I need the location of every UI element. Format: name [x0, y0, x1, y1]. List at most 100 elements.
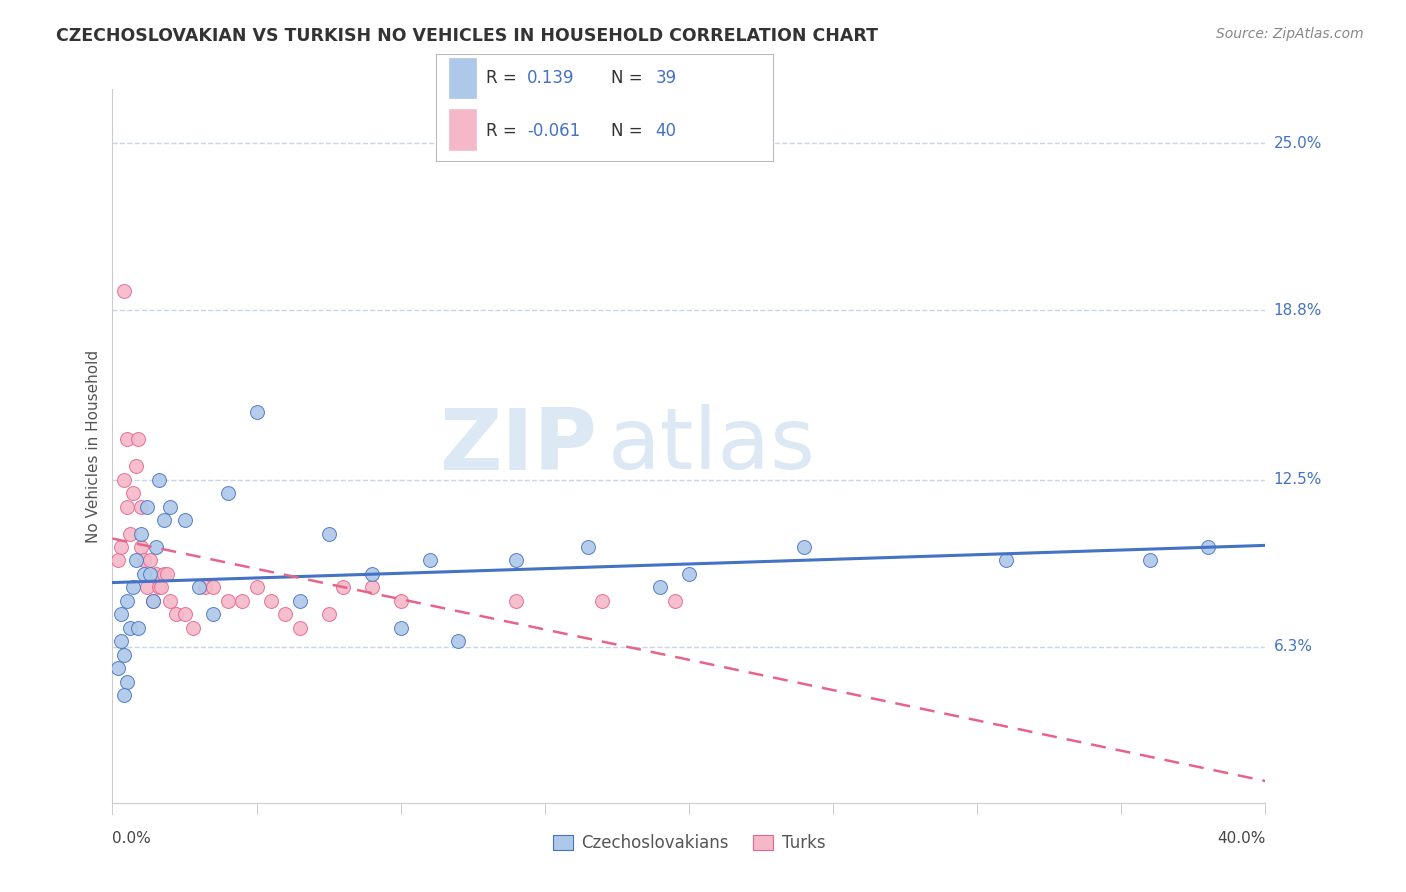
Point — [124, 459, 146, 474]
Text: 0.139: 0.139 — [527, 70, 575, 87]
Point — [318, 607, 340, 622]
Point — [127, 432, 149, 446]
Text: N =: N = — [612, 121, 643, 139]
Point — [332, 580, 354, 594]
Point — [112, 688, 135, 702]
Text: atlas: atlas — [609, 404, 817, 488]
Point — [173, 607, 195, 622]
Point — [288, 594, 311, 608]
Legend: Czechoslovakians, Turks: Czechoslovakians, Turks — [546, 828, 832, 859]
Point — [217, 486, 239, 500]
Text: 40: 40 — [655, 121, 676, 139]
Text: 25.0%: 25.0% — [1274, 136, 1322, 151]
Point — [505, 553, 527, 567]
Point — [115, 500, 138, 514]
Point — [142, 594, 165, 608]
Point — [112, 284, 135, 298]
Text: 0.0%: 0.0% — [112, 831, 152, 847]
Point — [1139, 553, 1161, 567]
Point — [134, 553, 156, 567]
Point — [678, 566, 700, 581]
Point — [245, 405, 267, 419]
Text: 39: 39 — [655, 70, 676, 87]
Point — [202, 580, 225, 594]
Point — [360, 580, 382, 594]
Point — [995, 553, 1018, 567]
Point — [202, 607, 225, 622]
Point — [159, 500, 181, 514]
Text: R =: R = — [486, 121, 517, 139]
Point — [112, 473, 135, 487]
Point — [231, 594, 253, 608]
Point — [134, 566, 156, 581]
Point — [153, 513, 176, 527]
Point — [194, 580, 217, 594]
Point — [150, 580, 173, 594]
Text: Source: ZipAtlas.com: Source: ZipAtlas.com — [1216, 27, 1364, 41]
Text: R =: R = — [486, 70, 517, 87]
Point — [129, 526, 153, 541]
Point — [129, 500, 153, 514]
Point — [124, 553, 146, 567]
Point — [136, 580, 159, 594]
Point — [165, 607, 187, 622]
Point — [389, 621, 412, 635]
Point — [188, 580, 211, 594]
Point — [288, 621, 311, 635]
Point — [159, 594, 181, 608]
Point — [107, 553, 129, 567]
Point — [145, 540, 167, 554]
Point — [148, 580, 170, 594]
Point — [121, 580, 143, 594]
Point — [505, 594, 527, 608]
Point — [118, 621, 141, 635]
Y-axis label: No Vehicles in Household: No Vehicles in Household — [86, 350, 101, 542]
Point — [591, 594, 613, 608]
Point — [664, 594, 686, 608]
Text: 12.5%: 12.5% — [1274, 472, 1322, 487]
Point — [112, 648, 135, 662]
Point — [274, 607, 297, 622]
Point — [793, 540, 815, 554]
Point — [419, 553, 441, 567]
Point — [447, 634, 470, 648]
Point — [648, 580, 672, 594]
Bar — [450, 109, 477, 150]
Point — [115, 594, 138, 608]
Point — [576, 540, 599, 554]
Point — [1197, 540, 1219, 554]
Text: ZIP: ZIP — [439, 404, 596, 488]
Point — [260, 594, 283, 608]
Point — [245, 580, 267, 594]
Point — [110, 634, 132, 648]
Point — [173, 513, 195, 527]
Point — [127, 621, 149, 635]
Point — [145, 566, 167, 581]
Text: CZECHOSLOVAKIAN VS TURKISH NO VEHICLES IN HOUSEHOLD CORRELATION CHART: CZECHOSLOVAKIAN VS TURKISH NO VEHICLES I… — [56, 27, 879, 45]
Bar — [450, 58, 477, 98]
Point — [360, 566, 382, 581]
Point — [136, 500, 159, 514]
Point — [217, 594, 239, 608]
Text: N =: N = — [612, 70, 643, 87]
Point — [142, 594, 165, 608]
Point — [153, 566, 176, 581]
Text: -0.061: -0.061 — [527, 121, 581, 139]
Text: 18.8%: 18.8% — [1274, 302, 1322, 318]
Text: 40.0%: 40.0% — [1218, 831, 1265, 847]
Point — [110, 607, 132, 622]
Point — [107, 661, 129, 675]
Point — [148, 473, 170, 487]
Point — [156, 566, 179, 581]
Point — [139, 566, 162, 581]
Point — [121, 486, 143, 500]
Point — [181, 621, 204, 635]
Point — [389, 594, 412, 608]
Point — [118, 526, 141, 541]
Point — [115, 674, 138, 689]
Point — [115, 432, 138, 446]
Text: 6.3%: 6.3% — [1274, 639, 1313, 654]
Point — [139, 553, 162, 567]
Point — [110, 540, 132, 554]
Point — [129, 540, 153, 554]
